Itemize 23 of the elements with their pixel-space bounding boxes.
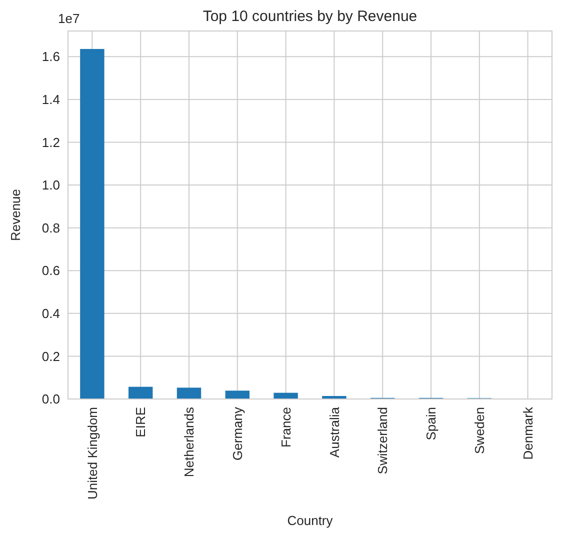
y-tick-label: 0.2 xyxy=(42,348,60,364)
y-tick-label: 0.6 xyxy=(42,263,60,278)
x-tick-label: EIRE xyxy=(133,406,148,438)
x-tick-label: Switzerland xyxy=(375,407,390,474)
x-axis-title: Country xyxy=(287,513,334,528)
x-tick-label: Netherlands xyxy=(182,406,197,478)
y-tick-label: 1.4 xyxy=(42,92,60,108)
x-tick-label: France xyxy=(278,407,294,448)
text: 1e7 xyxy=(58,11,80,26)
y-tick-label: 0.8 xyxy=(42,220,60,236)
x-tick-label: Sweden xyxy=(472,407,487,454)
y-tick-label: 1.2 xyxy=(42,134,60,150)
y-tick-label: 1.6 xyxy=(42,49,60,64)
y-tick-label: 0.0 xyxy=(42,392,60,407)
x-tick-label: Spain xyxy=(424,407,439,440)
y-tick-label: 0.4 xyxy=(42,306,60,321)
x-tick-label: Denmark xyxy=(520,406,536,460)
x-tick-label: Australia xyxy=(326,406,342,458)
y-tick-label: 1.0 xyxy=(42,178,60,193)
chart-title: Top 10 countries by by Revenue xyxy=(202,8,418,25)
x-tick-label: United Kingdom xyxy=(84,407,100,500)
y-axis-title: Revenue xyxy=(8,188,23,242)
x-tick-label: Germany xyxy=(230,406,245,460)
